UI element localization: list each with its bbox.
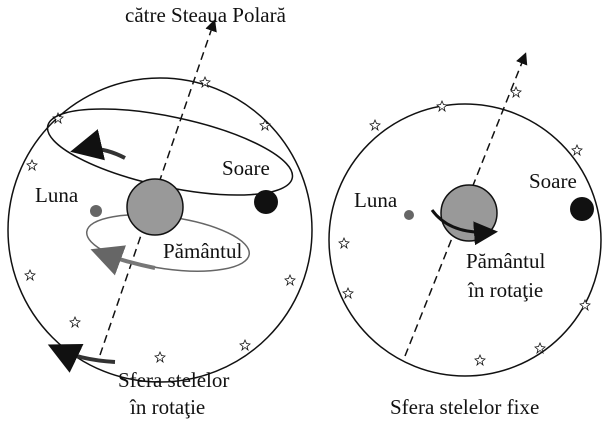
rotation-arrow xyxy=(47,343,116,373)
label: Pământul xyxy=(163,239,242,263)
sphere xyxy=(328,103,602,377)
label: în rotaţie xyxy=(467,278,543,302)
earth xyxy=(126,178,184,236)
label: în rotaţie xyxy=(129,395,205,419)
label: Luna xyxy=(35,183,79,207)
rotation-arrow xyxy=(90,245,156,276)
label: Pământul xyxy=(466,249,545,273)
label: Luna xyxy=(354,188,398,212)
moon xyxy=(90,205,102,217)
axis-label: către Steaua Polară xyxy=(125,3,287,27)
sun xyxy=(254,190,278,214)
label: Sfera stelelor xyxy=(118,368,229,392)
sphere xyxy=(7,77,313,383)
label: Sfera stelelor fixe xyxy=(390,395,539,419)
rotation-arrow xyxy=(70,129,126,161)
sun xyxy=(570,197,594,221)
rotation-arrow xyxy=(430,209,498,246)
label: Soare xyxy=(529,169,577,193)
label: Soare xyxy=(222,156,270,180)
moon xyxy=(404,210,414,220)
